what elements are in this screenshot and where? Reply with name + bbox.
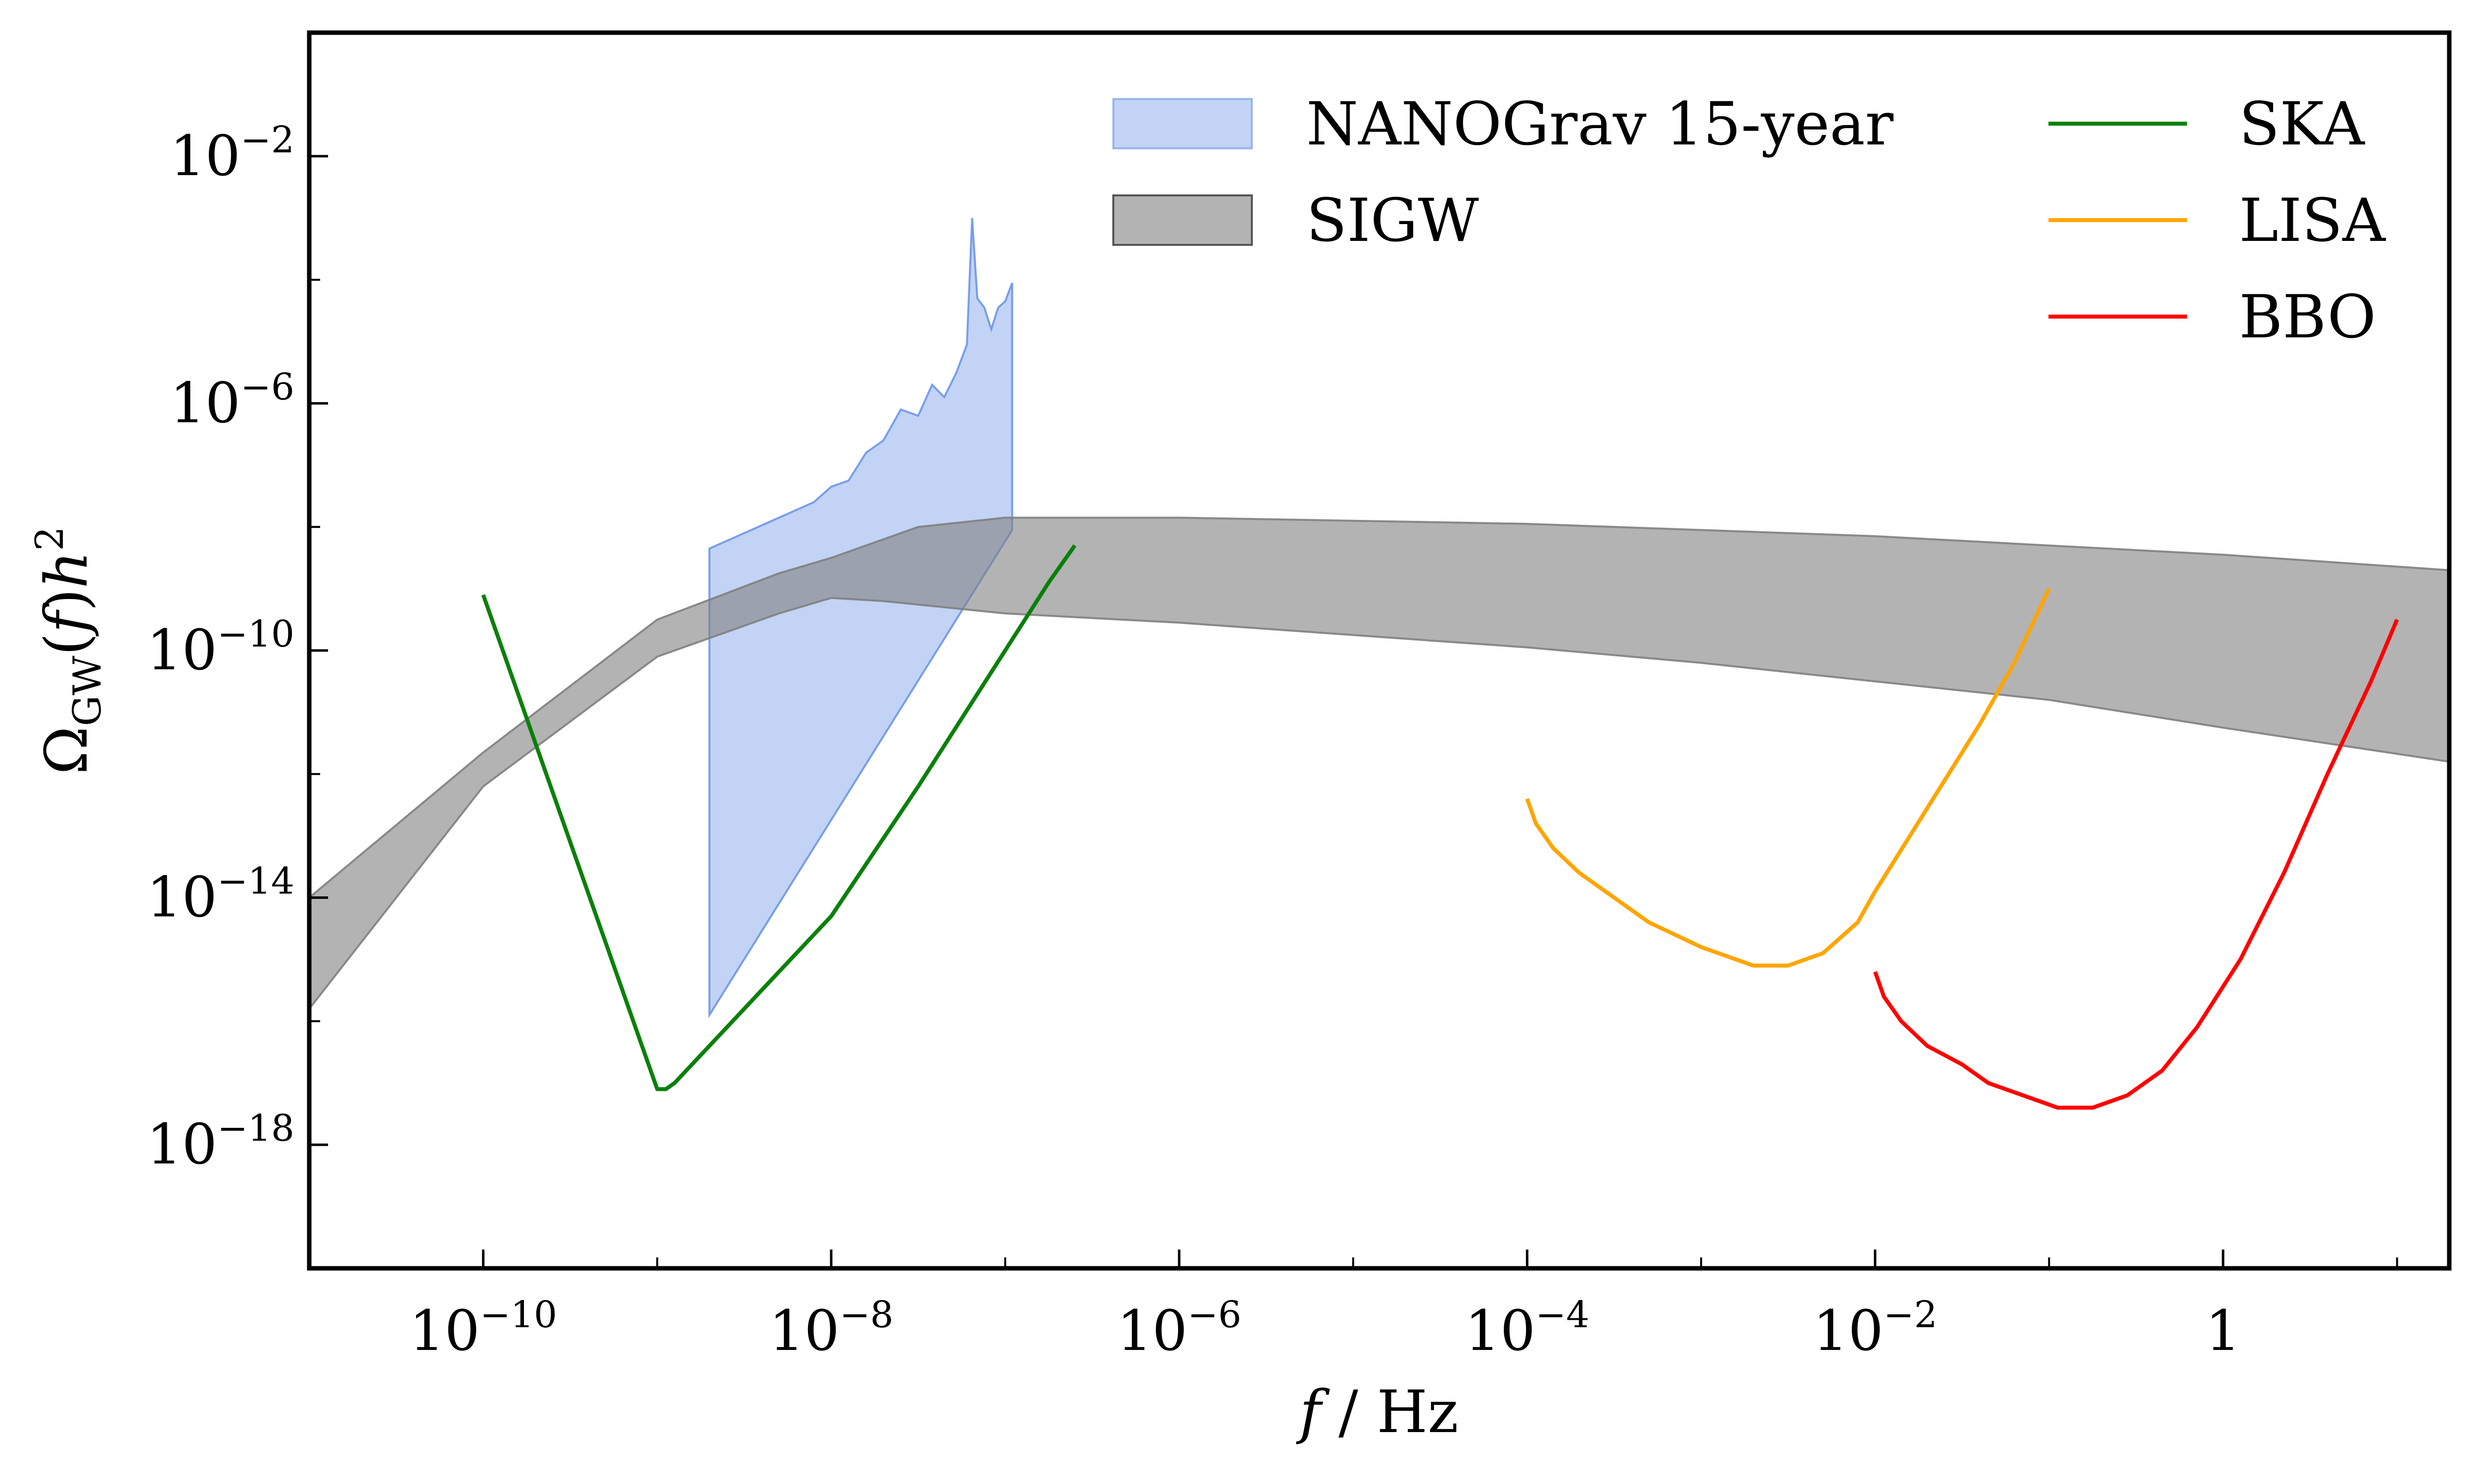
legend-swatch-sigw — [1112, 194, 1253, 246]
x-tick-label: 10−8 — [769, 1294, 894, 1363]
y-tick-label: 10−6 — [170, 366, 294, 435]
x-tick-label: 10−10 — [409, 1294, 557, 1363]
series-line-lisa — [1525, 588, 2051, 968]
series-layer — [481, 544, 2399, 1110]
x-tick-label: 10−2 — [1813, 1294, 1938, 1363]
y-tick-label: 10−2 — [170, 119, 294, 188]
legend: NANOGrav 15-year SIGW SKA LISA BBO — [1112, 90, 2386, 352]
x-tick-label: 10−6 — [1117, 1294, 1241, 1363]
bands-layer — [309, 218, 2449, 1019]
legend-swatch-nanograv — [1112, 98, 1253, 149]
series-line-ska — [481, 544, 1077, 1091]
x-tick-label: 1 — [2205, 1299, 2240, 1363]
legend-label-sigw: SIGW — [1306, 186, 1479, 255]
band-sigw — [309, 516, 2449, 1011]
y-tick-label: 10−10 — [146, 613, 294, 683]
legend-label-bbo: BBO — [2239, 283, 2376, 352]
y-axis-title: ΩGW(f)h2 — [28, 526, 110, 775]
x-tick-label: 10−4 — [1465, 1294, 1590, 1363]
x-axis-title: f / Hz — [1295, 1378, 1458, 1446]
legend-label-lisa: LISA — [2239, 186, 2386, 255]
legend-label-nanograv: NANOGrav 15-year — [1306, 90, 1894, 159]
y-tick-label: 10−18 — [146, 1107, 294, 1177]
band-nanograv-15-year — [708, 218, 1013, 1019]
legend-label-ska: SKA — [2239, 90, 2365, 159]
series-line-bbo — [1873, 618, 2399, 1110]
ticks-layer: 10−10 10−8 10−6 10−4 10−2 1 10−2 10−6 10−10 10−14… — [146, 119, 2398, 1363]
y-tick-label: 10−14 — [146, 860, 294, 930]
